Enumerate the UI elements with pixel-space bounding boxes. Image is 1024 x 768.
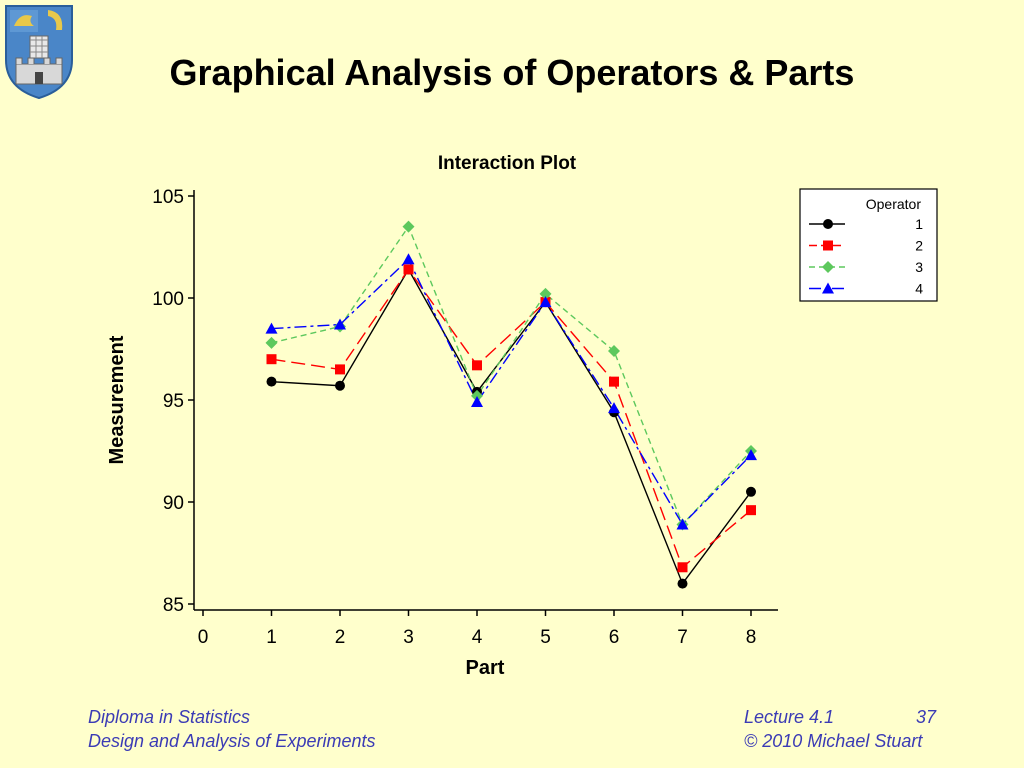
legend-label-operator-1: 1 (915, 216, 923, 232)
y-tick-label: 85 (163, 595, 184, 616)
y-tick-label: 100 (152, 289, 184, 310)
university-crest-icon (5, 5, 73, 100)
legend-label-operator-4: 4 (915, 281, 923, 297)
x-tick-label: 5 (540, 627, 551, 648)
x-tick-label: 4 (472, 627, 483, 648)
chart-title: Interaction Plot (438, 153, 577, 174)
data-point-operator-1 (266, 376, 277, 387)
data-point-operator-2 (266, 354, 277, 365)
legend-title: Operator (866, 196, 922, 212)
y-axis-label: Measurement (106, 335, 128, 464)
x-tick-label: 8 (746, 627, 757, 648)
legend-marker-operator-2 (823, 240, 833, 251)
legend-marker-operator-4 (822, 282, 834, 294)
data-point-operator-4 (402, 253, 415, 265)
lecture-label: Lecture 4.1 (744, 707, 835, 727)
series-line-operator-1 (271, 268, 752, 586)
footer-right: Lecture 4.1 37 © 2010 Michael Stuart (744, 705, 944, 753)
data-point-operator-2 (403, 264, 414, 275)
data-point-operator-2 (677, 562, 688, 573)
data-point-operator-3 (608, 345, 620, 358)
legend-label-operator-3: 3 (915, 259, 923, 275)
data-point-operator-3 (265, 336, 278, 349)
series-line-operator-3 (271, 225, 752, 526)
x-tick-label: 7 (677, 627, 688, 648)
module-name: Design and Analysis of Experiments (88, 731, 376, 751)
x-tick-label: 2 (335, 627, 346, 648)
data-point-operator-1 (677, 578, 688, 589)
data-point-operator-4 (539, 296, 552, 308)
series-line-operator-2 (271, 268, 752, 569)
copyright: © 2010 Michael Stuart (744, 731, 923, 751)
footer-left: Diploma in Statistics Design and Analysi… (88, 705, 375, 753)
data-point-operator-4 (745, 449, 757, 461)
legend-marker-operator-3 (822, 261, 834, 273)
data-point-operator-2 (609, 376, 619, 387)
data-point-operator-3 (471, 389, 483, 402)
data-point-operator-1 (746, 486, 756, 497)
y-tick-label: 95 (163, 391, 184, 412)
data-point-operator-2 (335, 364, 345, 375)
x-axis-label: Part (466, 657, 505, 679)
legend-label-operator-2: 2 (915, 238, 923, 254)
data-point-operator-3 (402, 220, 415, 233)
data-point-operator-4 (334, 318, 346, 330)
data-point-operator-3 (539, 287, 552, 300)
x-tick-label: 6 (609, 627, 620, 648)
data-point-operator-2 (746, 505, 756, 516)
x-tick-label: 0 (198, 627, 209, 648)
data-point-operator-4 (608, 402, 620, 414)
data-point-operator-4 (265, 322, 278, 334)
data-point-operator-2 (472, 360, 482, 371)
data-point-operator-1 (335, 380, 345, 391)
x-tick-label: 1 (266, 627, 277, 648)
course-name: Diploma in Statistics (88, 707, 251, 727)
data-point-operator-4 (676, 518, 689, 530)
page-number: 37 (915, 707, 936, 727)
y-tick-label: 105 (152, 187, 184, 208)
x-tick-label: 3 (403, 627, 414, 648)
data-point-operator-4 (471, 396, 483, 408)
y-tick-label: 90 (163, 493, 184, 514)
legend-marker-operator-1 (823, 219, 833, 229)
slide-title: Graphical Analysis of Operators & Parts (169, 52, 855, 93)
series-line-operator-4 (271, 258, 752, 526)
